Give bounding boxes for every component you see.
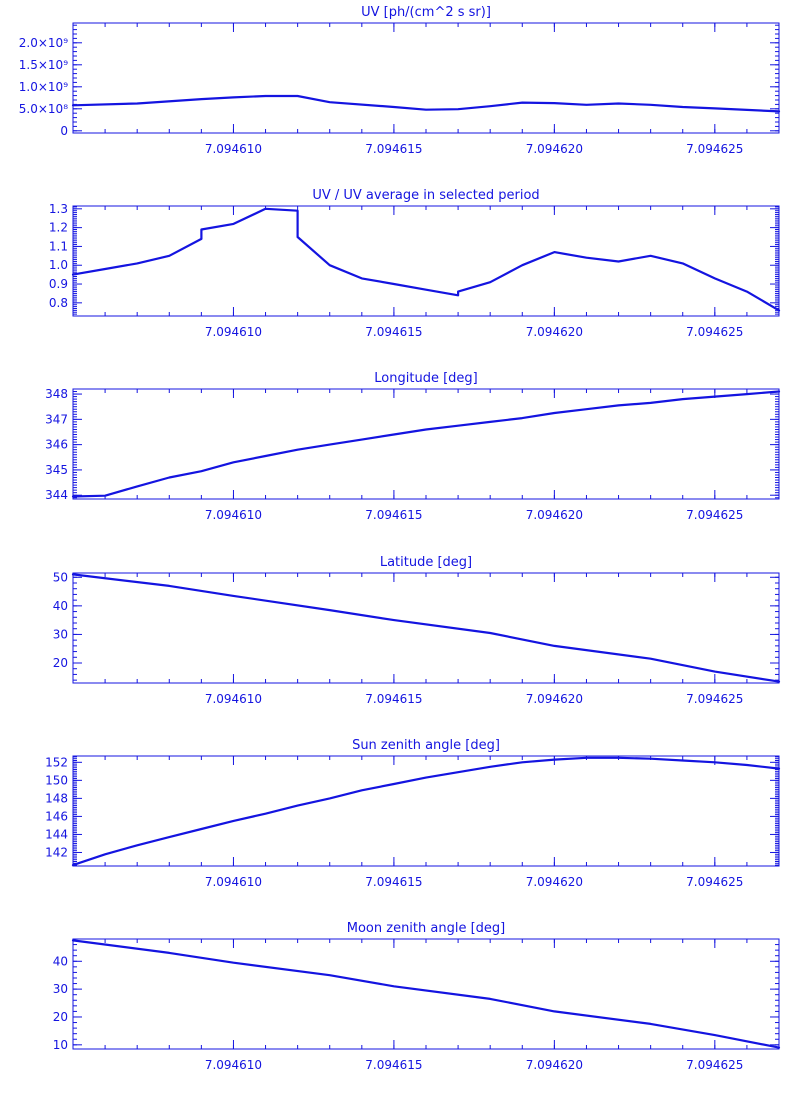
y-tick-label: 1.3 [49, 202, 68, 216]
x-tick-label: 7.094615 [365, 692, 422, 706]
chart-title: Longitude [deg] [374, 371, 477, 386]
y-tick-label: 347 [45, 412, 68, 426]
series-line [71, 207, 781, 312]
y-tick-label: 50 [53, 570, 68, 584]
y-tick-label: 144 [45, 827, 68, 841]
x-tick-label: 7.094620 [526, 875, 583, 889]
x-tick-label: 7.094625 [686, 1058, 743, 1072]
series-line [71, 94, 781, 113]
y-tick-label: 1.1 [49, 239, 68, 253]
y-tick-label: 1.0×10⁹ [19, 80, 68, 94]
series-line [71, 756, 781, 867]
y-tick-label: 344 [45, 488, 68, 502]
x-tick-label: 7.094610 [205, 692, 262, 706]
x-tick-label: 7.094625 [686, 508, 743, 522]
y-tick-label: 30 [53, 627, 68, 641]
x-tick-label: 7.094625 [686, 692, 743, 706]
y-tick-label: 0.9 [49, 277, 68, 291]
y-tick-label: 348 [45, 387, 68, 401]
x-tick-label: 7.094620 [526, 508, 583, 522]
x-tick-label: 7.094615 [365, 325, 422, 339]
plot-frame [72, 755, 780, 867]
x-tick-label: 7.094615 [365, 508, 422, 522]
y-tick-label: 1.5×10⁹ [19, 58, 68, 72]
chart-panel-5: Sun zenith angle [deg] 7.094610 7.094615 7.… [45, 738, 781, 889]
y-tick-label: 20 [53, 656, 68, 670]
y-tick-label: 150 [45, 773, 68, 787]
x-tick-label: 7.094610 [205, 875, 262, 889]
series-line [71, 573, 781, 683]
y-tick-label: 0 [60, 124, 68, 138]
series-line [71, 939, 781, 1049]
chart-panel-3: Longitude [deg] 7.094610 7.094615 7.094620 7… [45, 371, 781, 522]
x-tick-label: 7.094620 [526, 142, 583, 156]
plot-frame [72, 938, 780, 1050]
y-tick-label: 0.8 [49, 296, 68, 310]
y-tick-label: 345 [45, 463, 68, 477]
y-tick-label: 2.0×10⁹ [19, 36, 68, 50]
y-tick-label: 1.2 [49, 221, 68, 235]
x-tick-label: 7.094620 [526, 1058, 583, 1072]
x-tick-label: 7.094610 [205, 325, 262, 339]
plot-frame [72, 572, 780, 684]
chart-panel-1: UV [ph/(cm^2 s sr)] 7.094610 7.094615 7.094… [19, 5, 781, 156]
chart-panel-6: Moon zenith angle [deg] 7.094610 7.094615 7… [53, 921, 781, 1072]
series-line [71, 390, 781, 498]
x-tick-label: 7.094620 [526, 692, 583, 706]
x-tick-label: 7.094615 [365, 875, 422, 889]
chart-title: Moon zenith angle [deg] [347, 921, 505, 936]
plot-frame [72, 388, 780, 500]
chart-panel-2: UV / UV average in selected period 7.0946… [49, 188, 781, 339]
chart-title: UV [ph/(cm^2 s sr)] [361, 5, 491, 20]
chart-panel-4: Latitude [deg] 7.094610 7.094615 7.094620 7.… [53, 555, 781, 706]
x-tick-label: 7.094625 [686, 325, 743, 339]
y-tick-label: 20 [53, 1010, 68, 1024]
y-tick-label: 40 [53, 954, 68, 968]
y-tick-label: 142 [45, 845, 68, 859]
chart-title: UV / UV average in selected period [312, 188, 539, 203]
y-tick-label: 1.0 [49, 258, 68, 272]
plot-frame [72, 22, 780, 134]
y-tick-label: 346 [45, 438, 68, 452]
y-tick-label: 146 [45, 809, 68, 823]
y-tick-label: 10 [53, 1038, 68, 1052]
y-tick-label: 30 [53, 982, 68, 996]
x-tick-label: 7.094610 [205, 142, 262, 156]
x-tick-label: 7.094615 [365, 1058, 422, 1072]
x-tick-label: 7.094615 [365, 142, 422, 156]
x-tick-label: 7.094610 [205, 508, 262, 522]
y-tick-label: 148 [45, 791, 68, 805]
y-tick-label: 40 [53, 599, 68, 613]
chart-title: Sun zenith angle [deg] [352, 738, 500, 753]
x-tick-label: 7.094625 [686, 142, 743, 156]
x-tick-label: 7.094625 [686, 875, 743, 889]
y-tick-label: 5.0×10⁸ [19, 102, 68, 116]
chart-title: Latitude [deg] [380, 555, 472, 570]
x-tick-label: 7.094620 [526, 325, 583, 339]
x-tick-label: 7.094610 [205, 1058, 262, 1072]
y-tick-label: 152 [45, 755, 68, 769]
